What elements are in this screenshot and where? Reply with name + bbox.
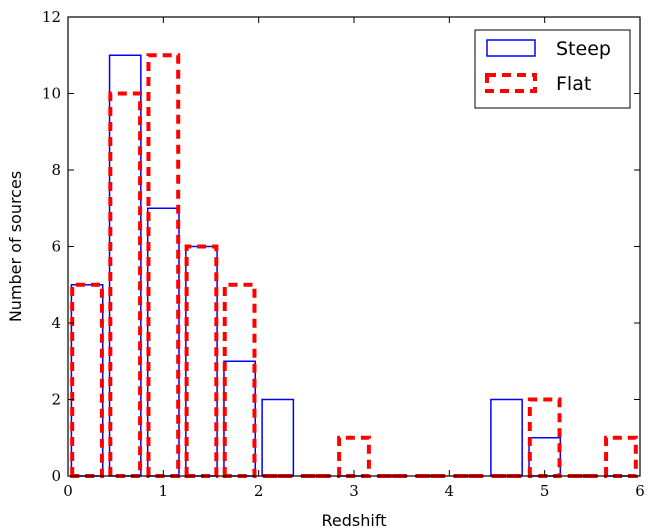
x-tick-label: 4 [445,482,455,500]
bar-flat-14 [604,435,638,478]
y-tick-label: 10 [42,85,61,103]
y-tick-label: 6 [51,238,61,256]
legend-label-steep: Steep [556,38,611,60]
legend-swatch-steep [486,39,536,57]
bar-flat-1 [108,91,143,478]
x-axis-label: Redshift [322,511,387,530]
x-tick-label: 2 [254,482,264,500]
x-tick-label: 0 [63,482,73,500]
x-tick-label: 6 [635,482,645,500]
bar-flat-12 [527,397,562,478]
y-axis-label: Number of sources [6,171,25,322]
y-tick-label: 0 [51,467,61,485]
legend-frame [474,29,631,109]
y-tick-label: 4 [51,314,61,332]
legend: Steep Flat [474,29,631,109]
y-tick-label: 12 [42,8,61,26]
y-tick-label: 8 [51,161,61,179]
bar-flat-7 [337,435,371,478]
bar-flat-2 [146,53,181,478]
x-tick-label: 3 [349,482,359,500]
x-tick-label: 1 [159,482,169,500]
x-tick-label: 5 [540,482,550,500]
legend-label-flat: Flat [556,73,591,95]
y-tick-label: 2 [51,391,61,409]
legend-swatch-flat [485,73,537,93]
